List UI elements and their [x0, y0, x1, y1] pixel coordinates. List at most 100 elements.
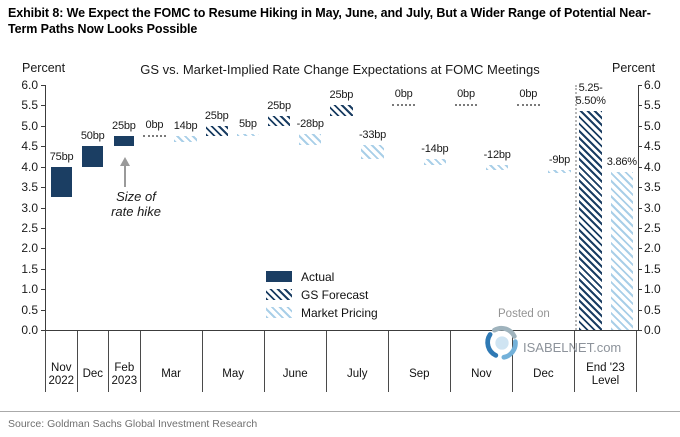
x-axis-category-label: Nov [471, 368, 492, 380]
gs-zero-dash [454, 104, 478, 107]
forecast-separator-line [574, 85, 577, 330]
y-axis-title-right: Percent [612, 61, 656, 75]
y-tick-label-right: 6.0 [644, 78, 661, 92]
source-note: Source: Goldman Sachs Global Investment … [8, 418, 258, 430]
annotation-size-of-rate-hike: Size of rate hike [111, 189, 161, 219]
arrow-line [124, 165, 126, 187]
y-tick-right [638, 187, 642, 189]
bar-value-label: 0bp [519, 88, 538, 101]
legend: Actual GS Forecast Market Pricing [266, 270, 378, 324]
bar-value-label: 0bp [145, 119, 164, 132]
bar-value-label: 25bp [112, 120, 136, 133]
y-tick-label-left: 2.0 [21, 241, 38, 256]
exhibit-title: Exhibit 8: We Expect the FOMC to Resume … [8, 6, 651, 36]
x-axis-cell: End '23 Level [575, 331, 637, 392]
bar-value-label: 14bp [173, 120, 198, 133]
x-axis-category-label: Dec [533, 368, 554, 380]
x-axis-cell: Dec [78, 331, 110, 392]
y-tick-left [41, 289, 45, 291]
y-tick-right [638, 289, 642, 291]
legend-label: Market Pricing [301, 305, 378, 320]
y-tick-label-left: 6.0 [21, 78, 38, 92]
bar-value-label: -12bp [483, 148, 511, 161]
watermark-site-label: ISABELNET.com [523, 339, 622, 355]
x-axis-cell: June [265, 331, 327, 392]
bar-value-label: -28bp [296, 118, 324, 130]
y-tick-label-left: 4.5 [21, 139, 38, 154]
y-tick-left [41, 187, 45, 189]
x-axis-category-label: End '23 Level [586, 361, 625, 387]
y-tick-left [41, 330, 45, 331]
chart-title: GS vs. Market-Implied Rate Change Expect… [140, 62, 540, 77]
bar-market-pricing [610, 172, 633, 330]
bar-value-label: 75bp [49, 150, 74, 163]
bar-value-label: -14bp [421, 142, 449, 155]
y-tick-label-left: 3.5 [21, 180, 38, 195]
bar-market-pricing [423, 158, 447, 165]
y-tick-label-right: 5.0 [644, 118, 661, 133]
legend-swatch-actual-icon [266, 271, 292, 282]
bar-market-pricing [299, 134, 322, 146]
bar-value-label: 25bp [267, 99, 291, 112]
gs-zero-dash [517, 104, 540, 107]
x-axis-cell: Sep [389, 331, 451, 392]
bar-market-pricing [361, 145, 384, 159]
y-tick-label-left: 4.0 [21, 159, 38, 174]
watermark-isabelnet: ISABELNET.com [483, 324, 621, 362]
x-axis-cell: Feb 2023 [109, 331, 141, 392]
y-tick-label-right: 3.0 [644, 200, 661, 215]
y-tick-label-right: 4.5 [644, 139, 661, 154]
y-tick-label-right: 1.5 [644, 261, 661, 276]
y-tick-right [638, 207, 642, 209]
legend-item-market-pricing: Market Pricing [266, 305, 378, 320]
isabelnet-logo-icon [485, 325, 518, 360]
y-tick-right [638, 146, 642, 148]
y-tick-label-left: 1.0 [21, 282, 38, 297]
legend-swatch-gs-forecast-icon [266, 289, 292, 300]
x-axis-category-label: July [347, 368, 368, 380]
gs-zero-dash [392, 104, 415, 107]
y-tick-left [41, 309, 45, 311]
bar-gs-forecast [205, 125, 228, 137]
y-tick-left [41, 268, 45, 270]
y-tick-label-right: 2.0 [644, 241, 661, 256]
bar-market-pricing [485, 164, 509, 170]
bar-market-pricing [174, 136, 197, 142]
y-tick-right [638, 227, 642, 229]
bar-value-label: 25bp [204, 109, 229, 122]
x-axis-category-label: Dec [82, 368, 104, 380]
y-tick-right [638, 248, 642, 250]
x-axis-category-label: June [282, 368, 308, 380]
y-tick-label-left: 5.0 [21, 118, 38, 133]
legend-label: GS Forecast [301, 287, 369, 302]
bar-value-label: 0bp [457, 88, 475, 101]
bar-value-label: 5bp [239, 118, 257, 130]
y-tick-label-left: 0.5 [21, 302, 38, 317]
bar-actual [113, 136, 135, 147]
y-tick-right [638, 125, 642, 127]
y-tick-label-right: 0.5 [644, 302, 661, 317]
y-tick-right [638, 309, 642, 311]
legend-item-actual: Actual [266, 270, 378, 284]
y-tick-label-right: 5.5 [644, 98, 661, 113]
legend-item-gs-forecast: GS Forecast [266, 287, 378, 302]
y-tick-label-left: 0.0 [21, 323, 38, 337]
x-axis-category-label: Feb 2023 [111, 361, 138, 387]
y-tick-right [638, 268, 642, 270]
y-tick-label-right: 1.0 [644, 282, 661, 297]
plot-area: 75bp 50bp 25bp 0bp 14bp 25bp 5bp 25bp -28bp 25bp -… [45, 81, 639, 331]
y-tick-label-right: 2.5 [644, 220, 661, 235]
x-axis-category-label: Sep [409, 368, 430, 380]
bar-value-label: 5.25- 5.50% [575, 81, 606, 107]
y-tick-left [41, 166, 45, 168]
y-tick-label-left: 1.5 [21, 261, 38, 276]
y-tick-left [41, 105, 45, 107]
legend-swatch-market-pricing-icon [266, 307, 292, 318]
bar-market-pricing [236, 134, 260, 137]
bar-value-label: 50bp [80, 130, 105, 143]
gs-zero-dash [143, 135, 166, 138]
x-axis-cell: May [203, 331, 265, 392]
y-tick-left [41, 248, 45, 250]
y-tick-label-right: 4.0 [644, 159, 661, 174]
